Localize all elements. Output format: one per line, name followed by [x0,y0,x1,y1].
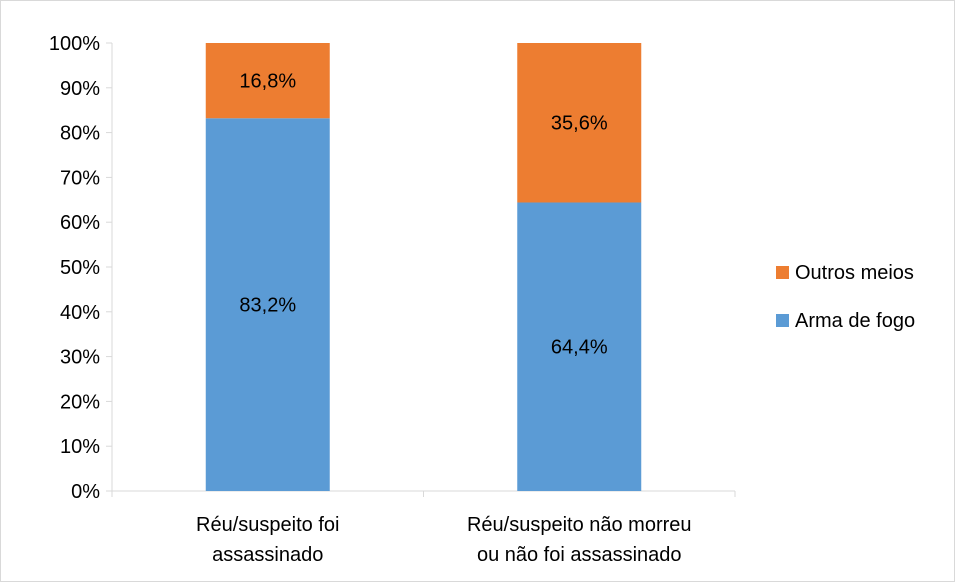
y-tick-label: 100% [49,33,100,55]
legend-swatch [776,314,789,327]
y-tick-label: 90% [60,78,100,100]
data-label: 83,2% [239,295,296,317]
x-category-label: assassinado [212,544,323,566]
data-label: 64,4% [551,337,608,359]
y-tick-label: 0% [71,481,100,503]
y-tick-label: 10% [60,436,100,458]
y-tick-label: 40% [60,302,100,324]
bar-segment-arma-de-fogo [205,118,330,491]
y-tick-label: 80% [60,123,100,145]
y-tick-label: 70% [60,167,100,189]
bar-segment-arma-de-fogo [517,202,642,491]
legend-label: Arma de fogo [795,310,915,332]
x-category-label: Réu/suspeito foi [196,514,339,536]
bar-segment-outros-meios [517,43,642,203]
y-tick-label: 50% [60,257,100,279]
y-tick-label: 60% [60,212,100,234]
y-tick-label: 30% [60,347,100,369]
legend-label: Outros meios [795,262,914,284]
bar-segment-outros-meios [205,43,330,119]
legend-swatch [776,266,789,279]
x-category-label: Réu/suspeito não morreu [467,514,692,536]
data-label: 16,8% [239,71,296,93]
data-label: 35,6% [551,113,608,135]
y-tick-label: 20% [60,391,100,413]
x-category-label: ou não foi assassinado [477,544,682,566]
